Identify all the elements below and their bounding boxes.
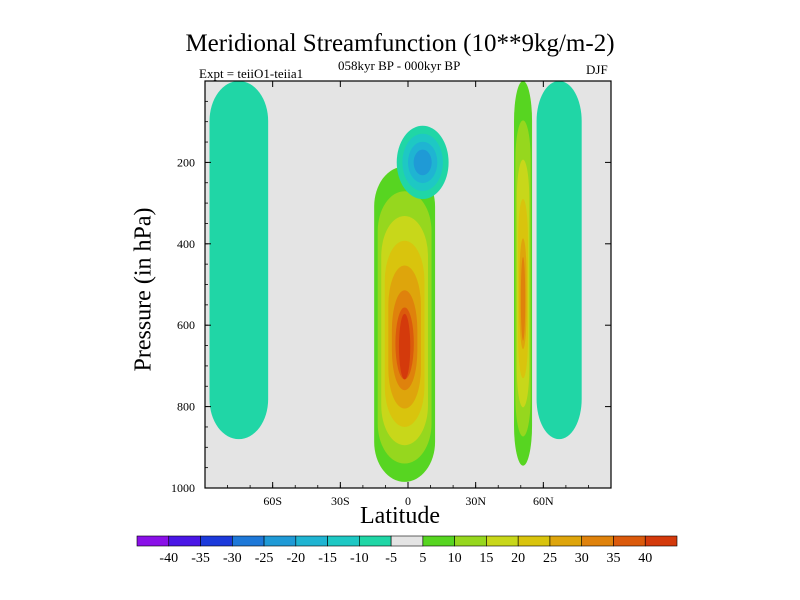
colorbar-label: 35 <box>606 551 620 566</box>
x-tick-label: 60N <box>533 494 554 508</box>
colorbar-label: 15 <box>479 551 493 566</box>
colorbar-label: 30 <box>575 551 589 566</box>
contour-level-40 <box>398 313 411 380</box>
colorbar-swatch <box>549 535 583 547</box>
colorbar-label: -5 <box>385 551 397 566</box>
colorbar-label: 25 <box>543 551 557 566</box>
colorbar-label: -20 <box>286 551 305 566</box>
colorbar-swatch <box>263 535 297 547</box>
x-tick-label: 60S <box>263 494 282 508</box>
colorbar-label: -30 <box>223 551 242 566</box>
colorbar-label: -25 <box>255 551 274 566</box>
contour-level-30 <box>520 256 526 341</box>
colorbar-swatch <box>644 535 678 547</box>
y-tick-label: 600 <box>177 318 195 332</box>
colorbar-label: 10 <box>448 551 462 566</box>
colorbar-swatch <box>231 535 265 547</box>
colorbar-label: -15 <box>318 551 337 566</box>
colorbar-swatch <box>390 535 424 547</box>
x-tick-label: 30N <box>465 494 486 508</box>
y-tick-label: 400 <box>177 237 195 251</box>
contour-level--5 <box>209 81 269 440</box>
colorbar-label: -35 <box>191 551 210 566</box>
colorbar: -40 -35 -30 -25 -20 -15 -10 -5 5 10 15 20 25 30 35 40 <box>136 535 678 566</box>
x-axis-label: Latitude <box>360 503 440 529</box>
y-tick-label: 200 <box>177 155 195 169</box>
chart-title: Meridional Streamfunction (10**9kg/m-2) <box>185 30 615 57</box>
colorbar-swatch <box>168 535 201 547</box>
colorbar-swatch <box>295 535 328 547</box>
colorbar-swatch <box>136 535 170 547</box>
colorbar-swatch <box>359 535 392 547</box>
colorbar-swatch <box>581 535 614 547</box>
x-axis: 60S 30S 0 30N 60N <box>204 81 612 508</box>
colorbar-label: -40 <box>159 551 178 566</box>
period-label: 058kyr BP - 000kyr BP <box>338 58 461 73</box>
y-tick-label: 1000 <box>171 481 195 495</box>
colorbar-swatch <box>486 535 519 547</box>
colorbar-label: 40 <box>638 551 652 566</box>
y-tick-label: 800 <box>177 400 195 414</box>
colorbar-label: -10 <box>350 551 369 566</box>
x-tick-label: 30S <box>331 494 350 508</box>
colorbar-swatch <box>613 535 646 547</box>
colorbar-label: 5 <box>419 551 426 566</box>
colorbar-swatch <box>200 535 233 547</box>
season-label: DJF <box>586 62 608 77</box>
colorbar-swatch <box>517 535 551 547</box>
experiment-label: Expt = teiiO1-teiia1 <box>199 66 304 81</box>
colorbar-swatch <box>422 535 455 547</box>
colorbar-label: 20 <box>511 551 525 566</box>
contour-level--5 <box>536 81 582 440</box>
colorbar-swatch <box>454 535 487 547</box>
x-tick-label: 0 <box>405 494 411 508</box>
contour-level--20 <box>413 149 432 176</box>
y-axis: 200 400 600 800 1000 <box>171 80 611 495</box>
contour-fields <box>209 81 582 482</box>
colorbar-swatch <box>327 535 360 547</box>
